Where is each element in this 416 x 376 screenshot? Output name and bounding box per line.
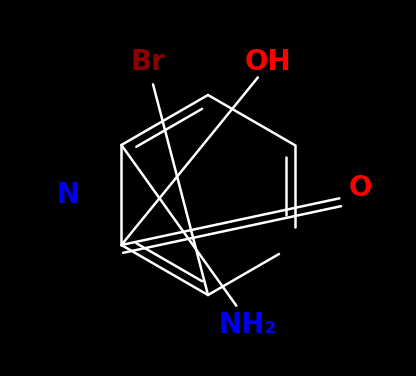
Text: N: N (57, 181, 79, 209)
Text: OH: OH (245, 48, 291, 76)
Text: NH₂: NH₂ (219, 311, 277, 339)
Text: Br: Br (131, 48, 166, 76)
Text: O: O (348, 174, 372, 202)
